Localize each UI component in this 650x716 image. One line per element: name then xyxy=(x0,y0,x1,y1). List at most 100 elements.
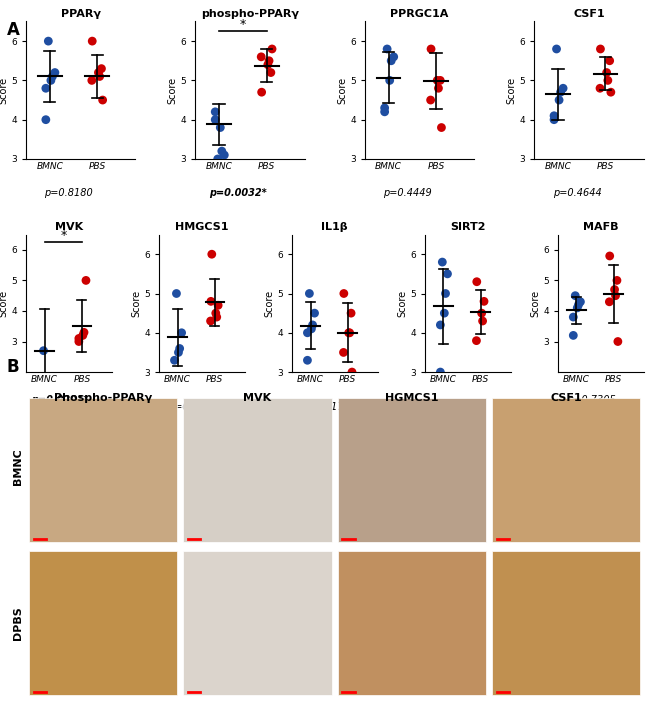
Point xyxy=(47,71,58,82)
Text: p=0.8820: p=0.8820 xyxy=(434,402,483,412)
Point xyxy=(573,299,584,311)
Point xyxy=(174,343,185,354)
Point xyxy=(549,114,559,125)
Point xyxy=(551,43,562,54)
Text: HGMCS1: HGMCS1 xyxy=(385,393,439,403)
Point xyxy=(73,336,84,347)
Point xyxy=(343,327,354,339)
Point xyxy=(601,67,612,78)
Point xyxy=(96,63,107,74)
Point xyxy=(610,290,621,301)
Y-axis label: Score: Score xyxy=(265,290,274,317)
Point xyxy=(347,367,358,378)
Text: p=0.2188: p=0.2188 xyxy=(168,402,217,412)
Point xyxy=(477,315,488,326)
Point xyxy=(38,345,49,357)
Point xyxy=(81,275,91,286)
Point xyxy=(595,43,606,54)
Point xyxy=(604,55,615,67)
FancyBboxPatch shape xyxy=(183,551,332,695)
Point xyxy=(555,87,566,98)
Point xyxy=(344,327,355,339)
Point xyxy=(86,74,97,86)
FancyBboxPatch shape xyxy=(492,398,640,542)
Point xyxy=(570,290,580,301)
Point xyxy=(49,67,60,78)
FancyBboxPatch shape xyxy=(183,398,332,542)
Point xyxy=(87,35,98,47)
Point xyxy=(219,150,229,161)
Point xyxy=(612,275,622,286)
Point xyxy=(213,153,223,165)
Point xyxy=(338,347,348,358)
Point xyxy=(73,333,84,344)
Point xyxy=(309,307,320,319)
Point xyxy=(205,315,216,326)
Text: Phospho-PPARγ: Phospho-PPARγ xyxy=(54,393,152,403)
Point xyxy=(380,106,390,117)
Point xyxy=(385,74,395,86)
Title: PPRGC1A: PPRGC1A xyxy=(390,9,448,19)
Y-axis label: Score: Score xyxy=(131,290,142,317)
Point xyxy=(439,307,450,319)
Point xyxy=(171,288,181,299)
Point xyxy=(434,82,444,94)
Point xyxy=(263,59,273,70)
Point xyxy=(302,327,313,339)
Title: HMGCS1: HMGCS1 xyxy=(175,223,229,233)
Point xyxy=(595,82,605,94)
FancyBboxPatch shape xyxy=(492,551,640,695)
Point xyxy=(554,95,564,106)
Point xyxy=(257,87,267,98)
Point xyxy=(435,367,445,378)
Text: CSF1: CSF1 xyxy=(551,393,582,403)
Title: CSF1: CSF1 xyxy=(573,9,604,19)
Point xyxy=(169,354,179,366)
Point xyxy=(442,268,452,279)
Text: A: A xyxy=(6,21,20,39)
Y-axis label: Score: Score xyxy=(168,77,178,104)
Point xyxy=(549,110,559,122)
Point xyxy=(94,71,105,82)
Point xyxy=(216,145,227,157)
Point xyxy=(606,87,616,98)
Point xyxy=(380,102,390,114)
Point xyxy=(302,354,313,366)
Point xyxy=(613,336,623,347)
Text: DPBS: DPBS xyxy=(13,606,23,640)
Text: p=0.8171: p=0.8171 xyxy=(301,402,350,412)
Point xyxy=(568,311,578,323)
Point xyxy=(426,43,436,54)
Point xyxy=(435,319,445,331)
Title: MAFB: MAFB xyxy=(583,223,618,233)
Text: B: B xyxy=(6,358,19,376)
Point xyxy=(575,296,586,308)
Text: p=0.4449: p=0.4449 xyxy=(384,188,432,198)
Point xyxy=(176,327,187,339)
Y-axis label: Score: Score xyxy=(0,290,8,317)
Text: p=0.0032*: p=0.0032* xyxy=(209,188,267,198)
Point xyxy=(98,95,108,106)
FancyBboxPatch shape xyxy=(29,551,177,695)
FancyBboxPatch shape xyxy=(338,551,486,695)
Point xyxy=(77,329,88,341)
Point xyxy=(382,43,393,54)
Point xyxy=(609,284,619,295)
Text: *: * xyxy=(240,17,246,31)
Point xyxy=(306,323,317,334)
Point xyxy=(41,82,51,94)
Text: p=0.4644: p=0.4644 xyxy=(552,188,601,198)
Point xyxy=(472,276,482,287)
Point xyxy=(46,74,56,86)
Point xyxy=(93,67,103,78)
Point xyxy=(425,95,436,106)
Point xyxy=(604,250,615,261)
Point xyxy=(79,326,89,338)
Point xyxy=(437,256,447,268)
Y-axis label: Score: Score xyxy=(0,77,8,104)
Point xyxy=(440,288,450,299)
Title: SIRT2: SIRT2 xyxy=(450,223,486,233)
Point xyxy=(479,296,489,307)
Point xyxy=(211,311,222,323)
Y-axis label: Score: Score xyxy=(397,290,408,317)
